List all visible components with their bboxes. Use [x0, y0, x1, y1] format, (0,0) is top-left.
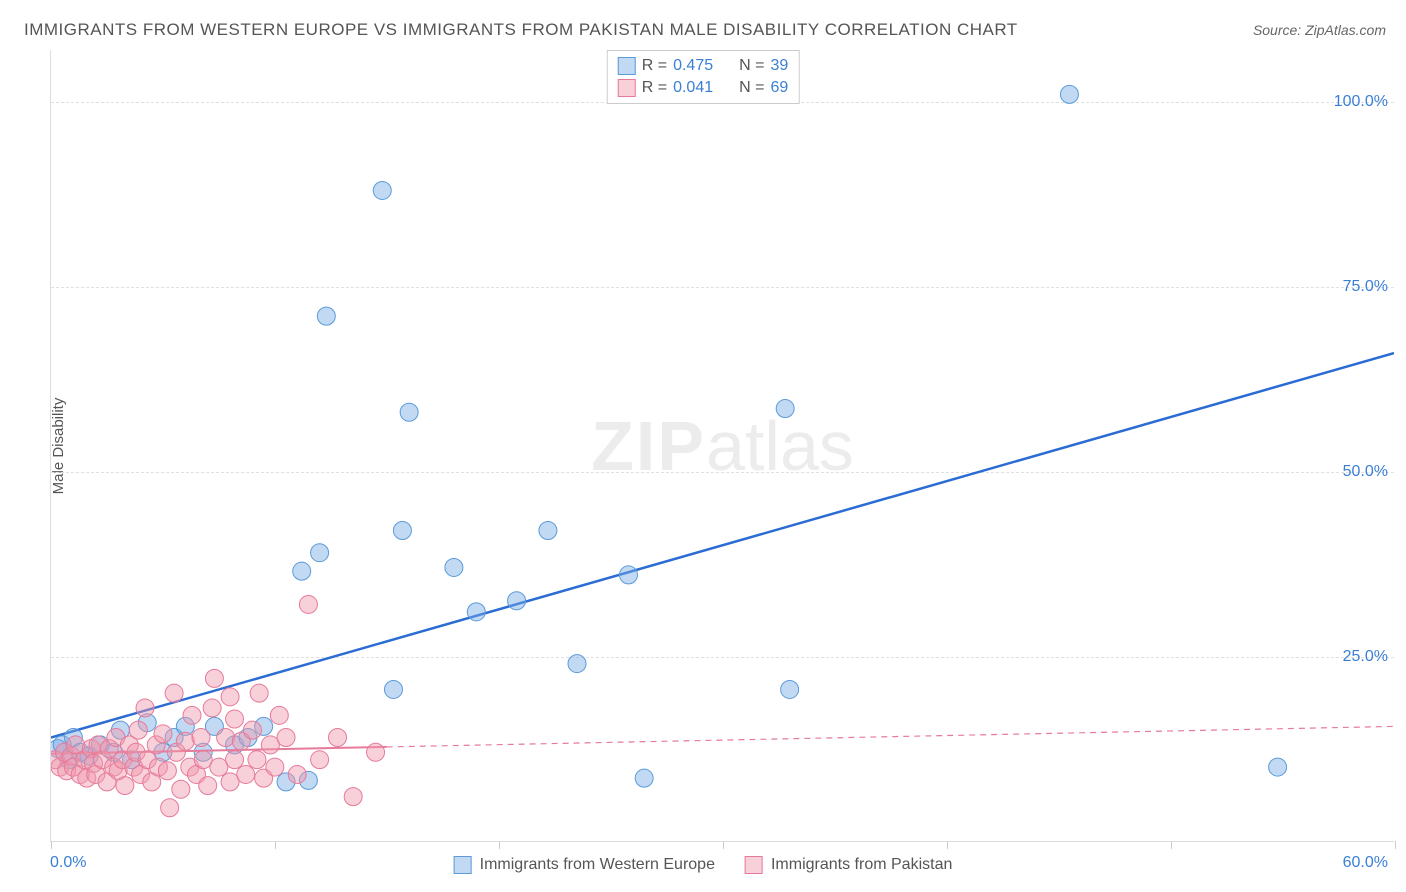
x-tick: [1171, 841, 1172, 849]
trend-line: [51, 353, 1394, 737]
data-point: [293, 562, 311, 580]
legend-item: Immigrants from Western Europe: [454, 856, 715, 874]
data-point: [136, 699, 154, 717]
x-tick: [1395, 841, 1396, 849]
data-point: [243, 721, 261, 739]
stats-legend-row: R = 0.475 N = 39: [618, 55, 789, 77]
data-point: [299, 595, 317, 613]
x-tick: [947, 841, 948, 849]
data-point: [384, 680, 402, 698]
n-value: 39: [770, 57, 788, 75]
chart-plot-area: ZIPatlas: [50, 50, 1394, 842]
n-label: N =: [739, 79, 764, 97]
data-point: [619, 566, 637, 584]
data-point: [199, 777, 217, 795]
data-point: [445, 558, 463, 576]
data-point: [205, 669, 223, 687]
data-point: [129, 721, 147, 739]
data-point: [373, 181, 391, 199]
legend-item: Immigrants from Pakistan: [745, 856, 952, 874]
data-point: [311, 544, 329, 562]
source-attribution: Source: ZipAtlas.com: [1253, 22, 1386, 38]
data-point: [1269, 758, 1287, 776]
r-value: 0.475: [673, 57, 713, 75]
data-point: [508, 592, 526, 610]
scatter-svg: [51, 50, 1394, 841]
data-point: [158, 762, 176, 780]
data-point: [266, 758, 284, 776]
n-value: 69: [770, 79, 788, 97]
data-point: [165, 684, 183, 702]
data-point: [237, 765, 255, 783]
data-point: [250, 684, 268, 702]
data-point: [277, 729, 295, 747]
legend-swatch: [454, 856, 472, 874]
data-point: [226, 751, 244, 769]
r-value: 0.041: [673, 79, 713, 97]
data-point: [270, 706, 288, 724]
data-point: [635, 769, 653, 787]
r-label: R =: [642, 57, 667, 75]
data-point: [344, 788, 362, 806]
data-point: [781, 680, 799, 698]
x-tick: [499, 841, 500, 849]
stats-legend: R = 0.475 N = 39 R = 0.041 N = 69: [607, 50, 800, 104]
x-tick: [723, 841, 724, 849]
data-point: [217, 729, 235, 747]
data-point: [367, 743, 385, 761]
data-point: [288, 765, 306, 783]
legend-swatch: [618, 79, 636, 97]
data-point: [226, 710, 244, 728]
data-point: [317, 307, 335, 325]
data-point: [221, 688, 239, 706]
legend-swatch: [618, 57, 636, 75]
data-point: [192, 729, 210, 747]
data-point: [154, 725, 172, 743]
data-point: [467, 603, 485, 621]
data-point: [568, 655, 586, 673]
data-point: [776, 400, 794, 418]
data-point: [172, 780, 190, 798]
trend-line-dashed: [387, 726, 1394, 747]
stats-legend-row: R = 0.041 N = 69: [618, 77, 789, 99]
x-tick: [51, 841, 52, 849]
data-point: [393, 522, 411, 540]
data-point: [400, 403, 418, 421]
x-axis-max-label: 60.0%: [1343, 854, 1388, 872]
x-axis-min-label: 0.0%: [50, 854, 86, 872]
data-point: [248, 751, 266, 769]
data-point: [183, 706, 201, 724]
data-point: [329, 729, 347, 747]
data-point: [116, 777, 134, 795]
data-point: [539, 522, 557, 540]
legend-swatch: [745, 856, 763, 874]
series-legend: Immigrants from Western Europe Immigrants…: [454, 856, 953, 874]
data-point: [311, 751, 329, 769]
x-tick: [275, 841, 276, 849]
data-point: [1060, 85, 1078, 103]
n-label: N =: [739, 57, 764, 75]
data-point: [161, 799, 179, 817]
data-point: [176, 732, 194, 750]
chart-title: IMMIGRANTS FROM WESTERN EUROPE VS IMMIGR…: [24, 20, 1018, 40]
data-point: [203, 699, 221, 717]
legend-label: Immigrants from Western Europe: [480, 856, 715, 874]
legend-label: Immigrants from Pakistan: [771, 856, 952, 874]
r-label: R =: [642, 79, 667, 97]
